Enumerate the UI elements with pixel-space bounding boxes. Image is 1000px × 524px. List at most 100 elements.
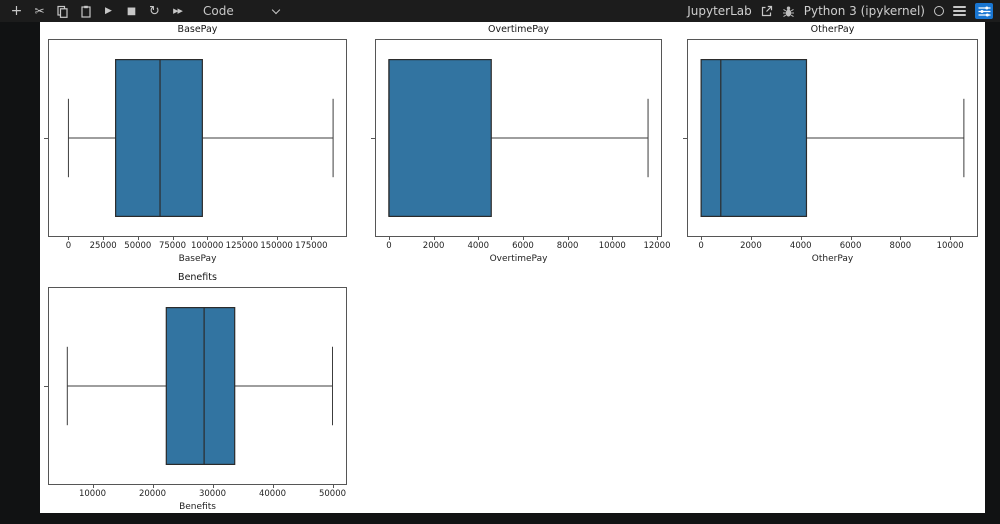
kernel-name[interactable]: Python 3 (ipykernel): [803, 4, 925, 18]
x-tick-label: 0: [698, 241, 704, 251]
x-tick-label: 100000: [190, 241, 224, 251]
x-tick-label: 30000: [198, 489, 227, 499]
y-tick: [44, 386, 48, 387]
external-link-icon[interactable]: [761, 5, 773, 17]
x-tick: [92, 485, 94, 488]
chart-title-overtimepay: OvertimePay: [487, 24, 550, 35]
x-tick: [241, 237, 243, 240]
x-tick: [656, 237, 658, 240]
x-tick-label: 50000: [318, 489, 347, 499]
x-tick: [311, 237, 313, 240]
x-tick-label: 125000: [225, 241, 259, 251]
paste-cell-button[interactable]: [74, 1, 97, 21]
x-tick-label: 175000: [295, 241, 328, 251]
x-tick-label: 8000: [889, 241, 912, 251]
x-tick: [900, 237, 902, 240]
stop-icon: ■: [126, 5, 137, 17]
menu-icon[interactable]: [953, 6, 966, 16]
x-tick: [850, 237, 852, 240]
x-tick: [137, 237, 139, 240]
add-cell-button[interactable]: +: [5, 1, 28, 21]
chart-frame-overtimepay: [375, 39, 662, 237]
debugger-bug-icon[interactable]: [782, 5, 795, 18]
x-tick: [950, 237, 952, 240]
x-tick: [800, 237, 802, 240]
x-tick-label: 10000: [936, 241, 964, 251]
boxplot-benefits: [66, 307, 333, 466]
cut-cell-button[interactable]: ✂: [28, 1, 51, 21]
notebook-output-figure: BasePay 0 25000 50000 75000 100000 125000 15000…: [40, 22, 985, 513]
chart-title-basepay: BasePay: [177, 24, 218, 35]
x-tick-label: 50000: [124, 241, 152, 251]
restart-run-all-button[interactable]: ▶▶: [166, 1, 189, 21]
chart-title-benefits: Benefits: [178, 272, 217, 283]
restart-icon: ↻: [149, 3, 160, 19]
chart-frame-basepay: [48, 39, 347, 237]
kernel-status-icon: [934, 6, 944, 16]
notebook-toolbar: + ✂ ▶ ■: [0, 0, 1000, 22]
x-tick: [701, 237, 703, 240]
x-tick-label: 10000: [78, 489, 107, 499]
jupyterlab-link[interactable]: JupyterLab: [687, 4, 752, 18]
x-tick-label: 12000: [643, 241, 671, 251]
paste-icon: [80, 5, 91, 18]
x-axis-label-overtimepay: OvertimePay: [489, 254, 548, 264]
x-tick: [212, 485, 214, 488]
x-tick-label: 8000: [556, 241, 579, 251]
interrupt-kernel-button[interactable]: ■: [120, 1, 143, 21]
fast-forward-icon: ▶▶: [173, 7, 183, 15]
x-tick: [567, 237, 569, 240]
boxplot-basepay: [67, 59, 334, 218]
x-tick-label: 4000: [789, 241, 812, 251]
x-tick-label: 2000: [740, 241, 762, 251]
cell-type-dropdown[interactable]: Code: [203, 4, 281, 18]
y-tick: [683, 138, 687, 139]
x-tick-label: 2000: [422, 241, 445, 251]
x-tick-label: 4000: [467, 241, 490, 251]
plus-icon: +: [10, 3, 23, 19]
x-tick: [433, 237, 435, 240]
x-tick: [276, 237, 278, 240]
boxplot-overtimepay: [388, 59, 649, 218]
x-tick: [332, 485, 334, 488]
chart-frame-otherpay: [687, 39, 978, 237]
scissors-icon: ✂: [34, 4, 45, 18]
x-tick: [522, 237, 524, 240]
x-tick-label: 40000: [258, 489, 287, 499]
x-tick: [612, 237, 614, 240]
run-cell-button[interactable]: ▶: [97, 1, 120, 21]
chart-title-otherpay: OtherPay: [810, 24, 855, 35]
panel-toggle-button[interactable]: [975, 3, 993, 19]
x-axis-label-benefits: Benefits: [179, 502, 216, 512]
restart-kernel-button[interactable]: ↻: [143, 1, 166, 21]
x-tick: [750, 237, 752, 240]
x-tick: [152, 485, 154, 488]
toolbar-right-group: JupyterLab Python 3 (ipykernel): [687, 3, 995, 19]
toolbar-left-group: + ✂ ▶ ■: [5, 0, 281, 22]
copy-cell-button[interactable]: [51, 1, 74, 21]
chevron-down-icon: [271, 5, 281, 14]
x-tick: [103, 237, 105, 240]
x-tick: [68, 237, 70, 240]
x-tick-label: 25000: [89, 241, 117, 251]
x-tick: [272, 485, 274, 488]
x-axis-label-otherpay: OtherPay: [811, 254, 854, 264]
x-tick-label: 6000: [512, 241, 534, 251]
x-tick: [207, 237, 209, 240]
x-tick-label: 150000: [260, 241, 293, 251]
y-tick: [44, 138, 48, 139]
boxplot-otherpay: [700, 59, 965, 218]
x-tick-label: 10000: [598, 241, 626, 251]
cell-type-label: Code: [203, 4, 234, 18]
x-tick-label: 6000: [839, 241, 862, 251]
x-tick: [172, 237, 174, 240]
play-icon: ▶: [105, 6, 112, 16]
chart-frame-benefits: [48, 287, 347, 485]
y-tick: [371, 138, 375, 139]
x-tick-label: 75000: [158, 241, 187, 251]
sliders-icon: [978, 6, 990, 16]
x-axis-label-basepay: BasePay: [178, 254, 217, 264]
copy-icon: [57, 5, 68, 18]
x-tick-label: 0: [65, 241, 72, 251]
